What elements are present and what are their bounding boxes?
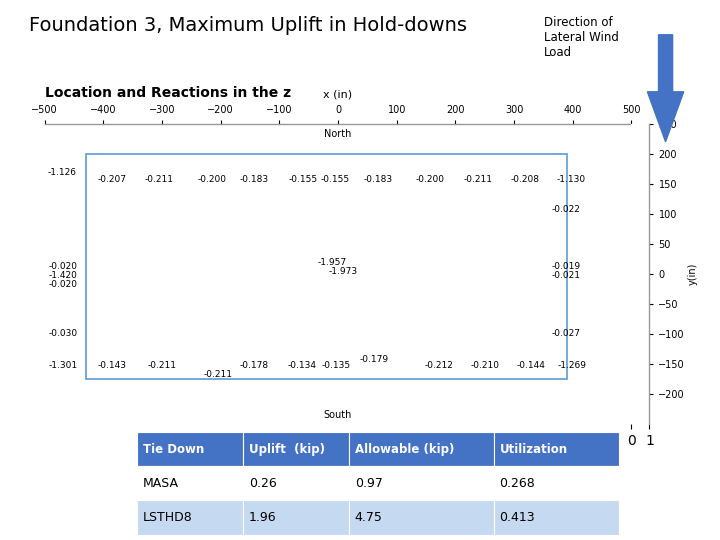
Text: Foundation 3, Maximum Uplift in Hold-downs: Foundation 3, Maximum Uplift in Hold-dow…	[29, 16, 467, 35]
FancyBboxPatch shape	[243, 432, 349, 466]
FancyBboxPatch shape	[137, 432, 243, 466]
Text: -1.973: -1.973	[328, 267, 357, 275]
Text: -0.143: -0.143	[98, 361, 127, 370]
Text: -0.200: -0.200	[197, 175, 226, 184]
Text: Allowable (kip): Allowable (kip)	[355, 443, 454, 456]
FancyBboxPatch shape	[243, 466, 349, 501]
Text: 0.97: 0.97	[355, 477, 383, 490]
Text: South: South	[324, 410, 352, 420]
Text: -1.130: -1.130	[557, 175, 586, 184]
Text: -0.022: -0.022	[552, 205, 580, 214]
Text: -0.210: -0.210	[470, 361, 499, 370]
Text: Direction of
Lateral Wind
Load: Direction of Lateral Wind Load	[544, 16, 618, 59]
Text: -0.211: -0.211	[148, 361, 176, 370]
Bar	[86, 154, 567, 379]
Text: LSTHD8: LSTHD8	[143, 511, 192, 524]
Text: -0.207: -0.207	[98, 175, 127, 184]
FancyBboxPatch shape	[243, 501, 349, 535]
Text: -0.178: -0.178	[240, 361, 269, 370]
FancyBboxPatch shape	[137, 501, 243, 535]
Text: -1.420: -1.420	[49, 271, 78, 280]
Text: -0.144: -0.144	[516, 361, 545, 370]
Text: MASA: MASA	[143, 477, 179, 490]
Text: -0.200: -0.200	[415, 175, 445, 184]
Text: -0.019: -0.019	[551, 262, 580, 272]
Text: -0.212: -0.212	[425, 361, 454, 370]
Text: -1.269: -1.269	[557, 361, 586, 370]
Text: -0.027: -0.027	[552, 329, 580, 339]
Text: -0.155: -0.155	[288, 175, 318, 184]
Text: -0.020: -0.020	[49, 280, 78, 289]
FancyBboxPatch shape	[137, 466, 243, 501]
Text: -0.030: -0.030	[49, 329, 78, 339]
Text: 0.268: 0.268	[500, 477, 535, 490]
FancyArrow shape	[647, 35, 684, 141]
Text: -0.020: -0.020	[49, 262, 78, 272]
Text: Uplift  (kip): Uplift (kip)	[248, 443, 325, 456]
Text: 0.413: 0.413	[500, 511, 535, 524]
FancyBboxPatch shape	[494, 432, 619, 466]
Text: Location and Reactions in the z: Location and Reactions in the z	[45, 86, 291, 100]
FancyBboxPatch shape	[349, 466, 494, 501]
FancyBboxPatch shape	[494, 466, 619, 501]
Text: -1.957: -1.957	[318, 258, 347, 267]
FancyBboxPatch shape	[349, 432, 494, 466]
Text: -0.211: -0.211	[203, 370, 233, 379]
Text: -0.208: -0.208	[510, 175, 539, 184]
Text: North: North	[324, 129, 352, 139]
Text: -0.134: -0.134	[287, 361, 316, 370]
Text: -0.211: -0.211	[145, 175, 174, 184]
Text: Tie Down: Tie Down	[143, 443, 204, 456]
Text: -0.155: -0.155	[320, 175, 350, 184]
Text: 0.26: 0.26	[248, 477, 276, 490]
Text: -0.135: -0.135	[322, 361, 351, 370]
Text: -0.211: -0.211	[463, 175, 492, 184]
Y-axis label: y(in): y(in)	[688, 263, 698, 285]
Text: -0.183: -0.183	[364, 175, 392, 184]
Text: x (in): x (in)	[323, 90, 353, 100]
Text: Utilization: Utilization	[500, 443, 567, 456]
FancyBboxPatch shape	[494, 501, 619, 535]
Text: -1.301: -1.301	[49, 361, 78, 370]
Text: 1.96: 1.96	[248, 511, 276, 524]
Text: -0.179: -0.179	[360, 355, 389, 364]
Text: -0.021: -0.021	[552, 271, 580, 280]
FancyBboxPatch shape	[349, 501, 494, 535]
Text: -0.183: -0.183	[240, 175, 269, 184]
Text: 4.75: 4.75	[355, 511, 383, 524]
Text: -1.126: -1.126	[48, 167, 77, 177]
